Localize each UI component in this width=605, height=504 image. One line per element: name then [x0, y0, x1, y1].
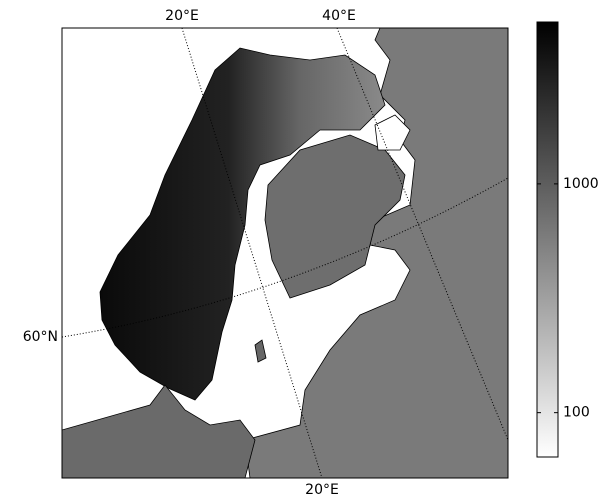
colorbar-tick-label: 1000: [563, 176, 599, 192]
colorbar-tick-label: 100: [563, 405, 590, 421]
graticule-label: 60°N: [23, 329, 58, 345]
colorbar: [537, 22, 558, 457]
graticule-label: 20°E: [305, 482, 339, 498]
graticule-label: 20°E: [165, 8, 199, 24]
graticule-label: 40°E: [322, 8, 356, 24]
map-figure: 20°E 40°E 60°N 20°E 100 1000: [0, 0, 605, 500]
map-area: [62, 28, 508, 478]
